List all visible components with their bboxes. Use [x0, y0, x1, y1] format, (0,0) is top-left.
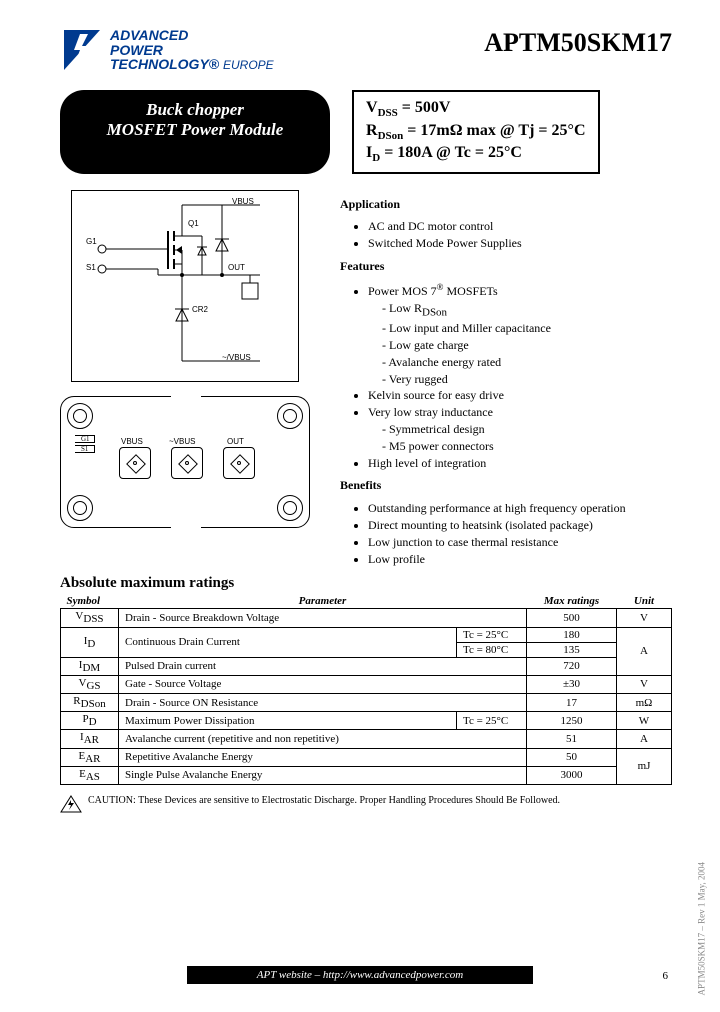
pkg-notch [171, 396, 201, 398]
product-title-badge: Buck chopper MOSFET Power Module [60, 90, 330, 173]
list-item: Direct mounting to heatsink (isolated pa… [368, 517, 672, 534]
list-item: M5 power connectors [382, 438, 672, 455]
list-item: Very rugged [382, 371, 672, 388]
sch-cr2-label: CR2 [192, 305, 208, 314]
text-column: Application AC and DC motor control Swit… [340, 190, 672, 568]
logo-line-3: TECHNOLOGY® EUROPE [110, 57, 274, 72]
list-item: Power MOS 7® MOSFETs [368, 281, 672, 300]
revision-text: APTM50SKM17 – Rev 1 May, 2004 [696, 862, 706, 995]
sch-out-label: OUT [228, 263, 245, 272]
benefits-heading: Benefits [340, 477, 672, 494]
key-specs-box: VDSS = 500V RDSon = 17mΩ max @ Tj = 25°C… [352, 90, 600, 173]
logo-line-2: POWER [110, 43, 274, 58]
list-item: Low profile [368, 551, 672, 568]
list-item: Low gate charge [382, 337, 672, 354]
mounting-hole-icon [67, 403, 93, 429]
benefits-list: Outstanding performance at high frequenc… [340, 500, 672, 567]
list-item: Kelvin source for easy drive [368, 387, 672, 404]
out-label: OUT [227, 437, 244, 446]
part-number: APTM50SKM17 [484, 28, 672, 58]
sch-s1-label: S1 [86, 263, 96, 272]
lightning-logo-icon [60, 28, 104, 72]
nvbus-terminal [171, 447, 203, 479]
application-list: AC and DC motor control Switched Mode Po… [340, 218, 672, 252]
list-item: Low input and Miller capacitance [382, 320, 672, 337]
mounting-hole-icon [277, 495, 303, 521]
nvbus-label: ~VBUS [169, 437, 195, 446]
application-heading: Application [340, 196, 672, 213]
list-item: High level of integration [368, 455, 672, 472]
sch-q1-label: Q1 [188, 219, 199, 228]
footer-bar: APT website – http://www.advancedpower.c… [0, 966, 720, 984]
vbus-terminal [119, 447, 151, 479]
out-terminal [223, 447, 255, 479]
title-line-1: Buck chopper [66, 100, 324, 120]
list-item: Symmetrical design [382, 421, 672, 438]
list-item: AC and DC motor control [368, 218, 672, 235]
diagram-column: VBUS Q1 G1 S1 OUT CR2 ~/VBUS G1 S1 VBUS … [60, 190, 310, 528]
esd-caution: CAUTION: These Devices are sensitive to … [60, 795, 672, 813]
sch-nvbus-label: ~/VBUS [222, 353, 251, 362]
spec-line-1: VDSS = 500V [366, 98, 586, 120]
mounting-hole-icon [277, 403, 303, 429]
list-item: Low RDSon [382, 300, 672, 321]
caution-text: CAUTION: These Devices are sensitive to … [88, 795, 560, 806]
list-item: Avalanche energy rated [382, 354, 672, 371]
list-item: Switched Mode Power Supplies [368, 235, 672, 252]
page-header: ADVANCED POWER TECHNOLOGY® EUROPE APTM50… [60, 28, 672, 72]
ratings-table: Symbol Parameter Max ratings Unit VDSSDr… [60, 594, 672, 785]
circuit-schematic: VBUS Q1 G1 S1 OUT CR2 ~/VBUS [71, 190, 299, 382]
mounting-hole-icon [67, 495, 93, 521]
col-max: Max ratings [527, 594, 617, 609]
col-parameter: Parameter [119, 594, 527, 609]
ratings-title: Absolute maximum ratings [60, 575, 672, 592]
sch-vbus-label: VBUS [232, 197, 254, 206]
spec-line-2: RDSon = 17mΩ max @ Tj = 25°C [366, 121, 586, 143]
list-item: Low junction to case thermal resistance [368, 534, 672, 551]
features-heading: Features [340, 258, 672, 275]
features-list: Power MOS 7® MOSFETs Low RDSon Low input… [340, 281, 672, 472]
company-logo: ADVANCED POWER TECHNOLOGY® EUROPE [60, 28, 274, 72]
list-item: Outstanding performance at high frequenc… [368, 500, 672, 517]
sch-g1-label: G1 [86, 237, 97, 246]
title-line-2: MOSFET Power Module [66, 120, 324, 140]
page-number: 6 [663, 970, 669, 982]
spec-line-3: ID = 180A @ Tc = 25°C [366, 143, 586, 165]
col-unit: Unit [617, 594, 672, 609]
pkg-notch [171, 526, 201, 528]
esd-warning-icon [60, 795, 82, 813]
logo-line-1: ADVANCED [110, 28, 274, 43]
col-symbol: Symbol [61, 594, 119, 609]
s1-pin: S1 [75, 445, 95, 453]
vbus-label: VBUS [121, 437, 143, 446]
package-outline: G1 S1 VBUS ~VBUS OUT [60, 396, 310, 528]
g1-pin: G1 [75, 435, 95, 443]
list-item: Very low stray inductance [368, 404, 672, 421]
footer-text: APT website – http://www.advancedpower.c… [187, 966, 533, 984]
